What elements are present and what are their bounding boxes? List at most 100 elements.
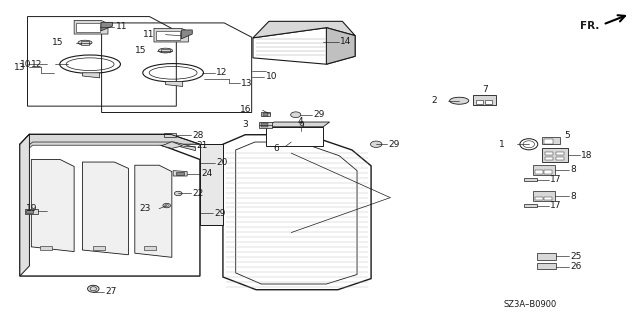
Polygon shape: [83, 162, 129, 255]
Bar: [156, 31, 180, 41]
Text: 4: 4: [298, 117, 303, 126]
Polygon shape: [74, 20, 108, 34]
Polygon shape: [253, 28, 355, 64]
Bar: [532, 191, 555, 201]
Text: 15: 15: [135, 46, 147, 55]
Ellipse shape: [88, 285, 99, 292]
Text: 29: 29: [214, 209, 225, 218]
Polygon shape: [20, 144, 200, 276]
Bar: [261, 123, 268, 127]
Polygon shape: [259, 122, 272, 128]
Bar: [26, 210, 33, 213]
Ellipse shape: [174, 191, 182, 196]
Text: 23: 23: [140, 204, 151, 213]
Bar: [484, 100, 492, 104]
Polygon shape: [154, 28, 188, 42]
Polygon shape: [40, 246, 52, 250]
Ellipse shape: [78, 40, 92, 45]
Polygon shape: [542, 137, 560, 144]
Polygon shape: [20, 134, 29, 276]
Bar: [476, 100, 483, 104]
Polygon shape: [326, 28, 355, 64]
Text: 29: 29: [314, 110, 325, 119]
Bar: [537, 263, 556, 269]
Ellipse shape: [371, 141, 382, 147]
Text: 13: 13: [13, 63, 25, 72]
Polygon shape: [266, 122, 330, 127]
Polygon shape: [200, 144, 223, 225]
Polygon shape: [524, 178, 537, 181]
Polygon shape: [260, 112, 270, 116]
Polygon shape: [93, 246, 105, 250]
Text: 22: 22: [192, 189, 204, 198]
Ellipse shape: [159, 48, 173, 53]
Bar: [545, 157, 553, 160]
Text: 29: 29: [388, 140, 400, 149]
Polygon shape: [253, 21, 355, 38]
Bar: [535, 170, 543, 174]
Text: 5: 5: [564, 131, 570, 140]
Text: 7: 7: [482, 85, 488, 94]
Text: 2: 2: [431, 96, 437, 105]
Text: 17: 17: [550, 175, 561, 184]
Bar: [532, 165, 555, 175]
Ellipse shape: [291, 112, 301, 118]
Text: 24: 24: [201, 169, 212, 178]
Polygon shape: [25, 209, 38, 214]
Text: 13: 13: [241, 79, 253, 88]
Text: 11: 11: [143, 30, 154, 39]
Text: 1: 1: [499, 140, 505, 149]
Text: 25: 25: [570, 252, 582, 261]
Text: 14: 14: [340, 38, 352, 47]
Bar: [81, 41, 90, 45]
Text: 12: 12: [216, 68, 227, 77]
Text: 15: 15: [52, 38, 63, 47]
Text: 12: 12: [31, 60, 42, 69]
Text: 20: 20: [216, 158, 227, 167]
Polygon shape: [20, 134, 200, 144]
Text: 10: 10: [20, 60, 31, 69]
Polygon shape: [164, 133, 176, 137]
Bar: [176, 172, 184, 175]
Text: 18: 18: [581, 151, 593, 160]
Ellipse shape: [163, 203, 171, 208]
Polygon shape: [223, 135, 371, 290]
Text: 17: 17: [550, 201, 561, 210]
Polygon shape: [83, 73, 100, 78]
Polygon shape: [135, 165, 172, 257]
Bar: [556, 152, 564, 155]
Bar: [544, 197, 552, 200]
Polygon shape: [101, 22, 113, 31]
Text: 11: 11: [116, 22, 127, 31]
Polygon shape: [166, 81, 182, 86]
Text: 9: 9: [298, 121, 304, 130]
Text: 8: 8: [570, 192, 576, 201]
Bar: [161, 49, 170, 52]
Bar: [544, 170, 552, 174]
Bar: [545, 152, 553, 155]
Bar: [266, 127, 323, 146]
Bar: [473, 95, 495, 105]
Text: 26: 26: [570, 262, 582, 271]
Polygon shape: [173, 171, 187, 176]
Polygon shape: [524, 204, 537, 207]
Text: SZ3A–B0900: SZ3A–B0900: [503, 300, 556, 308]
Text: 28: 28: [192, 130, 204, 139]
Text: 27: 27: [106, 287, 117, 296]
Text: 8: 8: [570, 165, 576, 174]
Polygon shape: [145, 246, 156, 250]
Polygon shape: [162, 142, 182, 148]
Text: 21: 21: [196, 141, 208, 150]
Bar: [76, 23, 100, 33]
Text: 3: 3: [243, 120, 248, 130]
Text: 16: 16: [240, 105, 252, 114]
Text: FR.: FR.: [580, 21, 600, 31]
Ellipse shape: [450, 97, 468, 104]
Text: 6: 6: [273, 144, 279, 152]
Text: 10: 10: [266, 72, 277, 81]
Bar: [537, 253, 556, 260]
Polygon shape: [26, 142, 195, 151]
Bar: [556, 157, 564, 160]
Bar: [535, 197, 543, 200]
Text: 19: 19: [26, 204, 38, 213]
